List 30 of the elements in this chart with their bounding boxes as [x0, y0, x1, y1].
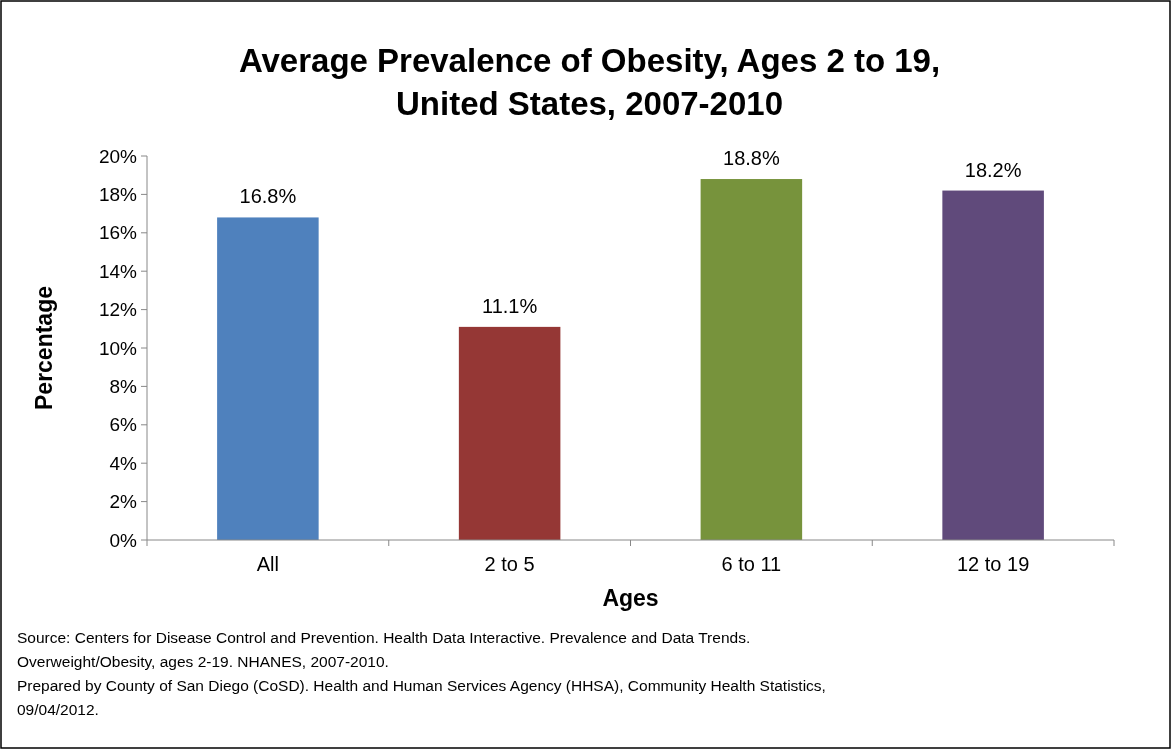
y-tick-label: 12% [98, 299, 138, 321]
y-tick-label: 8% [109, 376, 138, 398]
y-tick-label: 4% [109, 452, 138, 474]
bar [217, 217, 319, 540]
text: 09/04/2012. [17, 701, 99, 718]
x-tick-label: 2 to 5 [484, 553, 535, 575]
text: Prepared by County of San Diego (CoSD). Health and Human Services Agency (HHSA), Community Health Statistics, [17, 677, 826, 694]
y-tick-label: 18% [98, 184, 138, 206]
y-tick-label: 14% [98, 260, 138, 282]
y-tick-label: 2% [109, 491, 138, 513]
text: Overweight/Obesity, ages 2-19. NHANES, 2007-2010. [17, 653, 389, 670]
x-tick-label: 12 to 19 [956, 553, 1030, 575]
y-tick-label: 20% [98, 145, 138, 167]
chart-title: Average Prevalence of Obesity, Ages 2 to 19, United States, 2007-2010 [238, 42, 941, 122]
y-tick-label: 0% [109, 529, 138, 551]
y-tick-label: 10% [98, 337, 138, 359]
bar [700, 179, 803, 540]
data-label: 18.2% [964, 158, 1022, 181]
data-label: 18.8% [723, 147, 780, 170]
x-tick-label: 6 to 11 [721, 553, 782, 575]
data-label: 11.1% [482, 294, 538, 317]
y-tick-label: 16% [98, 222, 138, 244]
x-tick-label: All [256, 553, 279, 575]
bar [942, 190, 1044, 540]
bar [458, 326, 561, 540]
x-axis-title: Ages [602, 585, 659, 611]
y-axis-title: Percentage [31, 285, 57, 411]
y-tick-label: 6% [109, 414, 138, 436]
source-note: Source: Centers for Disease Control and Prevention. Health Data Interactive. Prevalence and Data Trends. [17, 629, 751, 646]
data-label: 16.8% [239, 185, 297, 208]
